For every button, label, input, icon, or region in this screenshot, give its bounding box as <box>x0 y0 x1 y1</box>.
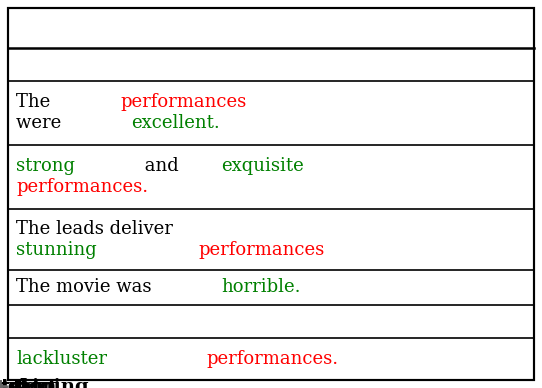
Text: horrible.: horrible. <box>221 278 301 296</box>
Text: The leads deliver: The leads deliver <box>16 220 173 238</box>
Text: +: + <box>0 378 10 388</box>
Text: +: + <box>0 378 10 388</box>
Text: training: training <box>0 378 89 388</box>
Text: +: + <box>0 378 10 388</box>
Text: +: + <box>0 378 10 388</box>
Text: and: and <box>139 158 185 175</box>
Text: −: − <box>0 378 9 388</box>
Text: +: + <box>0 378 10 388</box>
Text: were: were <box>16 114 67 132</box>
Text: exquisite: exquisite <box>221 158 304 175</box>
Text: strong: strong <box>16 158 75 175</box>
Text: excellent.: excellent. <box>131 114 220 132</box>
Text: −: − <box>0 378 10 388</box>
Text: prediction: prediction <box>0 378 57 388</box>
Text: performances: performances <box>198 241 325 259</box>
Text: lackluster: lackluster <box>16 350 107 368</box>
Text: performances: performances <box>120 94 247 111</box>
Text: performances.: performances. <box>16 178 148 196</box>
Text: The: The <box>16 94 56 111</box>
Text: performances.: performances. <box>206 350 338 368</box>
Text: text: text <box>16 378 58 388</box>
Text: test: test <box>0 379 41 388</box>
Text: The movie was: The movie was <box>16 278 157 296</box>
Text: label: label <box>0 378 28 388</box>
Text: stunning: stunning <box>16 241 97 259</box>
Text: −: − <box>0 378 9 388</box>
Text: +: + <box>0 378 10 388</box>
Text: +: + <box>0 378 10 388</box>
